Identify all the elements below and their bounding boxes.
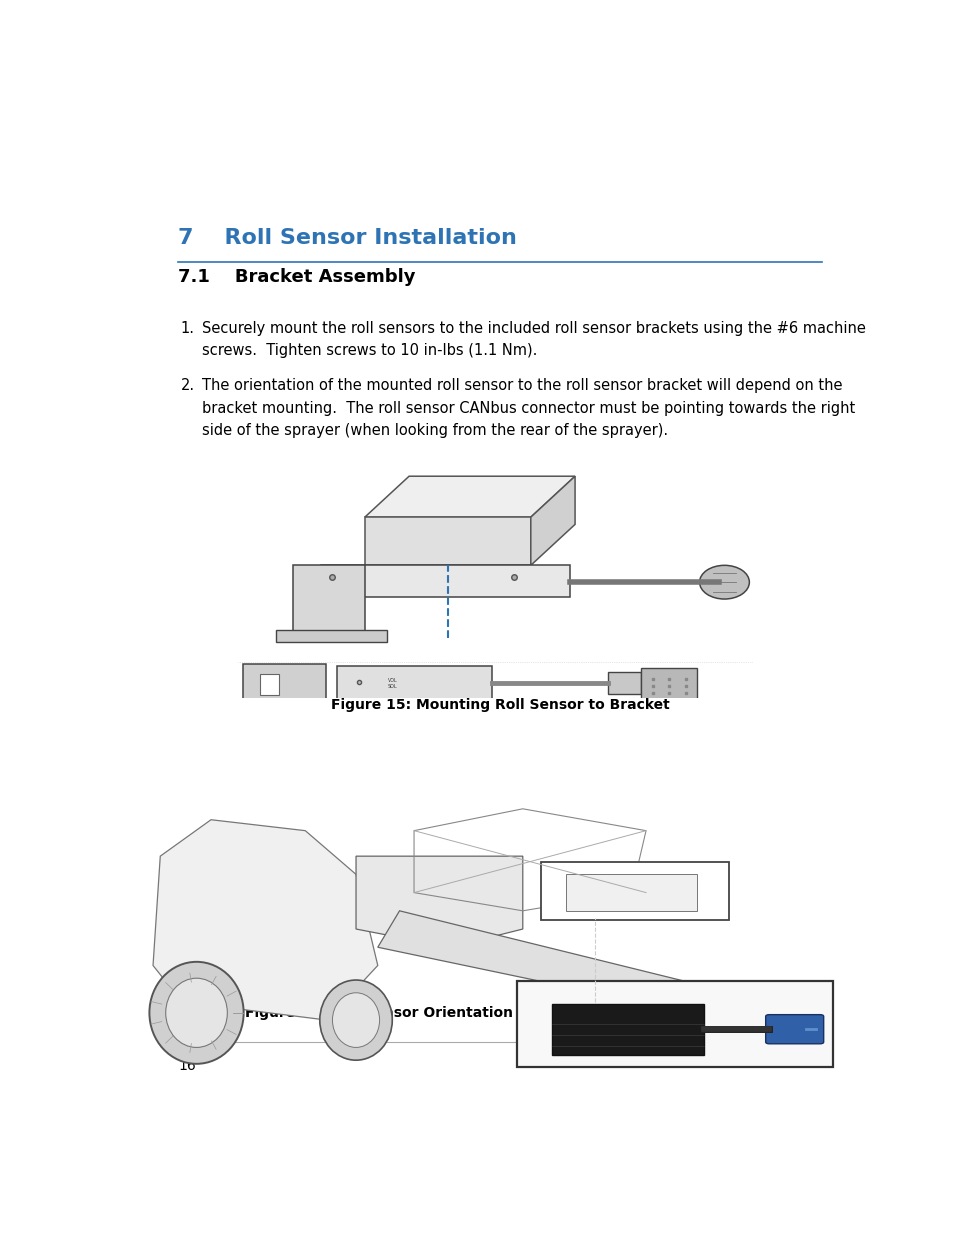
Polygon shape — [293, 566, 364, 637]
Text: 2.: 2. — [180, 378, 194, 393]
Ellipse shape — [333, 993, 379, 1047]
Text: 16: 16 — [178, 1060, 196, 1073]
Ellipse shape — [150, 962, 243, 1063]
Text: Figure 16: Roll Sensor Orientation - Connector Facing Right Wing: Figure 16: Roll Sensor Orientation - Con… — [244, 1007, 755, 1020]
FancyBboxPatch shape — [765, 1015, 822, 1044]
Polygon shape — [530, 477, 575, 566]
Text: 7.1    Bracket Assembly: 7.1 Bracket Assembly — [178, 268, 416, 287]
Polygon shape — [364, 477, 575, 517]
Ellipse shape — [699, 566, 749, 599]
FancyBboxPatch shape — [540, 862, 729, 920]
Bar — [566, 874, 696, 911]
Bar — [551, 1004, 703, 1055]
Bar — [259, 674, 278, 695]
Polygon shape — [276, 630, 387, 642]
Polygon shape — [355, 856, 522, 947]
Text: 1.: 1. — [180, 321, 194, 336]
Bar — [336, 667, 492, 700]
Text: 7    Roll Sensor Installation: 7 Roll Sensor Installation — [178, 228, 517, 248]
Polygon shape — [320, 566, 569, 597]
Polygon shape — [377, 911, 812, 1039]
Text: VOL
SOL: VOL SOL — [387, 678, 397, 689]
Bar — [640, 668, 696, 699]
FancyBboxPatch shape — [517, 981, 832, 1067]
Bar — [243, 664, 326, 703]
Text: Securely mount the roll sensors to the included roll sensor brackets using the #: Securely mount the roll sensors to the i… — [202, 321, 865, 358]
Ellipse shape — [166, 978, 227, 1047]
Ellipse shape — [319, 981, 392, 1060]
Bar — [608, 673, 640, 694]
Text: Figure 15: Mounting Roll Sensor to Bracket: Figure 15: Mounting Roll Sensor to Brack… — [331, 698, 669, 711]
Text: The orientation of the mounted roll sensor to the roll sensor bracket will depen: The orientation of the mounted roll sens… — [202, 378, 855, 437]
Polygon shape — [152, 820, 377, 1020]
Polygon shape — [364, 517, 530, 566]
